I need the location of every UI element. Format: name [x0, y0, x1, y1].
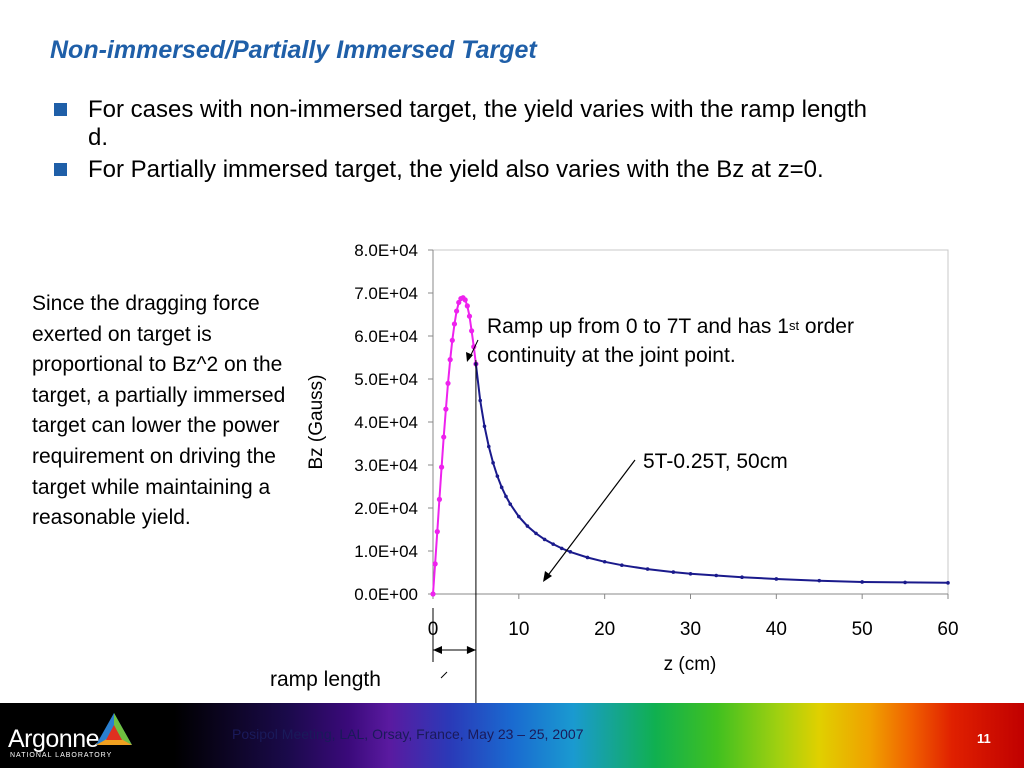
data-point	[688, 571, 693, 576]
plot-area	[432, 249, 949, 595]
data-point	[499, 485, 504, 490]
bullet-item: For cases with non-immersed target, the …	[52, 96, 882, 152]
y-tick-label: 3.0E+04	[354, 456, 418, 475]
ramp-length-label: ramp length	[270, 668, 381, 691]
data-point	[602, 559, 607, 564]
bullet-list: For cases with non-immersed target, the …	[52, 96, 882, 188]
data-point	[443, 406, 449, 412]
data-point	[525, 524, 530, 528]
y-tick-label: 2.0E+04	[354, 499, 418, 518]
ramp-annotation-line2: continuity at the joint point.	[487, 344, 736, 367]
data-point	[464, 303, 470, 309]
x-tick-label: 50	[852, 619, 873, 640]
data-point	[447, 357, 453, 363]
x-tick-label: 10	[508, 619, 529, 640]
bullet-text: For Partially immersed target, the yield…	[88, 156, 824, 183]
y-tick-label: 7.0E+04	[354, 284, 418, 303]
data-point	[817, 578, 822, 583]
data-point	[585, 555, 590, 560]
data-point	[946, 581, 950, 585]
data-point	[434, 529, 440, 535]
data-point	[504, 494, 508, 499]
slide-title: Non-immersed/Partially Immersed Target	[50, 36, 537, 64]
y-tick-label: 4.0E+04	[354, 413, 418, 432]
data-point	[517, 514, 521, 519]
x-tick-label: 60	[937, 619, 958, 640]
data-point	[495, 474, 500, 478]
data-point	[432, 561, 438, 567]
data-point	[454, 308, 460, 314]
y-tick-label: 1.0E+04	[354, 542, 418, 561]
data-point	[491, 461, 495, 465]
data-point	[436, 496, 443, 502]
data-point	[568, 550, 573, 554]
y-tick-label: 0.0E+00	[354, 585, 418, 604]
data-point	[645, 567, 650, 571]
data-point	[542, 537, 547, 542]
x-tick-label: 30	[680, 619, 701, 640]
data-point	[430, 591, 436, 597]
ramp-annotation-text: Ramp up from 0 to 7T and has 1	[487, 315, 789, 338]
arrowhead-right-icon	[466, 646, 476, 654]
series-pointer-line	[545, 459, 636, 579]
data-point	[482, 424, 487, 429]
data-point	[478, 398, 483, 403]
ramp-annotation-sup: st	[788, 318, 800, 333]
data-point	[714, 573, 719, 578]
x-tick-label: 40	[766, 619, 787, 640]
bz-chart: 0.0E+00 1.0E+04 2.0E+04 3.0E+04 4.0E+04 5.0E+…	[306, 241, 959, 703]
data-point	[534, 531, 538, 536]
data-point	[462, 297, 468, 303]
logo-subtitle: NATIONAL LABORATORY	[10, 752, 113, 759]
ramp-annotation: Ramp up from 0 to 7T and has 1st order c…	[487, 312, 854, 370]
data-point	[486, 444, 491, 449]
data-point	[860, 580, 864, 584]
ramp-annotation-after: order	[799, 315, 854, 338]
bullet-text: For cases with non-immersed target, the …	[88, 96, 868, 151]
square-bullet-icon	[54, 163, 67, 176]
y-axis-title: Bz (Gauss)	[306, 374, 327, 469]
x-axis-title: z (cm)	[664, 654, 717, 675]
data-point	[551, 542, 555, 546]
series-line	[432, 296, 477, 595]
data-point	[451, 321, 458, 327]
square-bullet-icon	[54, 103, 67, 116]
data-point	[671, 570, 676, 574]
footer-bar: Argonne NATIONAL LABORATORY Posipol Meet…	[0, 703, 1024, 768]
logo-wordmark: Argonne	[8, 725, 100, 753]
data-point	[903, 580, 907, 585]
arrowhead-left-icon	[433, 646, 442, 654]
data-point	[466, 313, 473, 319]
argonne-logo-icon	[96, 713, 132, 745]
meeting-info: Posipol Meeting, LAL, Orsay, France, May…	[232, 726, 584, 742]
pointer-arrowhead-icon	[466, 352, 473, 362]
data-point	[469, 328, 475, 334]
bullet-item: For Partially immersed target, the yield…	[52, 156, 882, 184]
side-note: Since the dragging force exerted on targ…	[32, 292, 286, 530]
data-point	[620, 563, 624, 567]
y-tick-label: 5.0E+04	[354, 370, 418, 389]
x-tick-label: 20	[594, 619, 615, 640]
data-point	[508, 502, 513, 506]
y-tick-label: 6.0E+04	[354, 327, 418, 346]
data-point	[740, 575, 744, 580]
data-point	[449, 337, 455, 343]
data-point	[441, 434, 447, 440]
data-point	[559, 546, 564, 551]
data-point	[456, 299, 462, 306]
page-number: 11	[977, 731, 991, 746]
data-point	[438, 464, 445, 470]
pointer-arrowhead-icon	[543, 571, 552, 582]
y-tick-label: 8.0E+04	[354, 241, 418, 260]
series-annotation: 5T-0.25T, 50cm	[643, 450, 788, 473]
data-point	[774, 577, 779, 581]
ramp-length-pointer-line	[440, 671, 448, 679]
data-point	[445, 380, 451, 386]
